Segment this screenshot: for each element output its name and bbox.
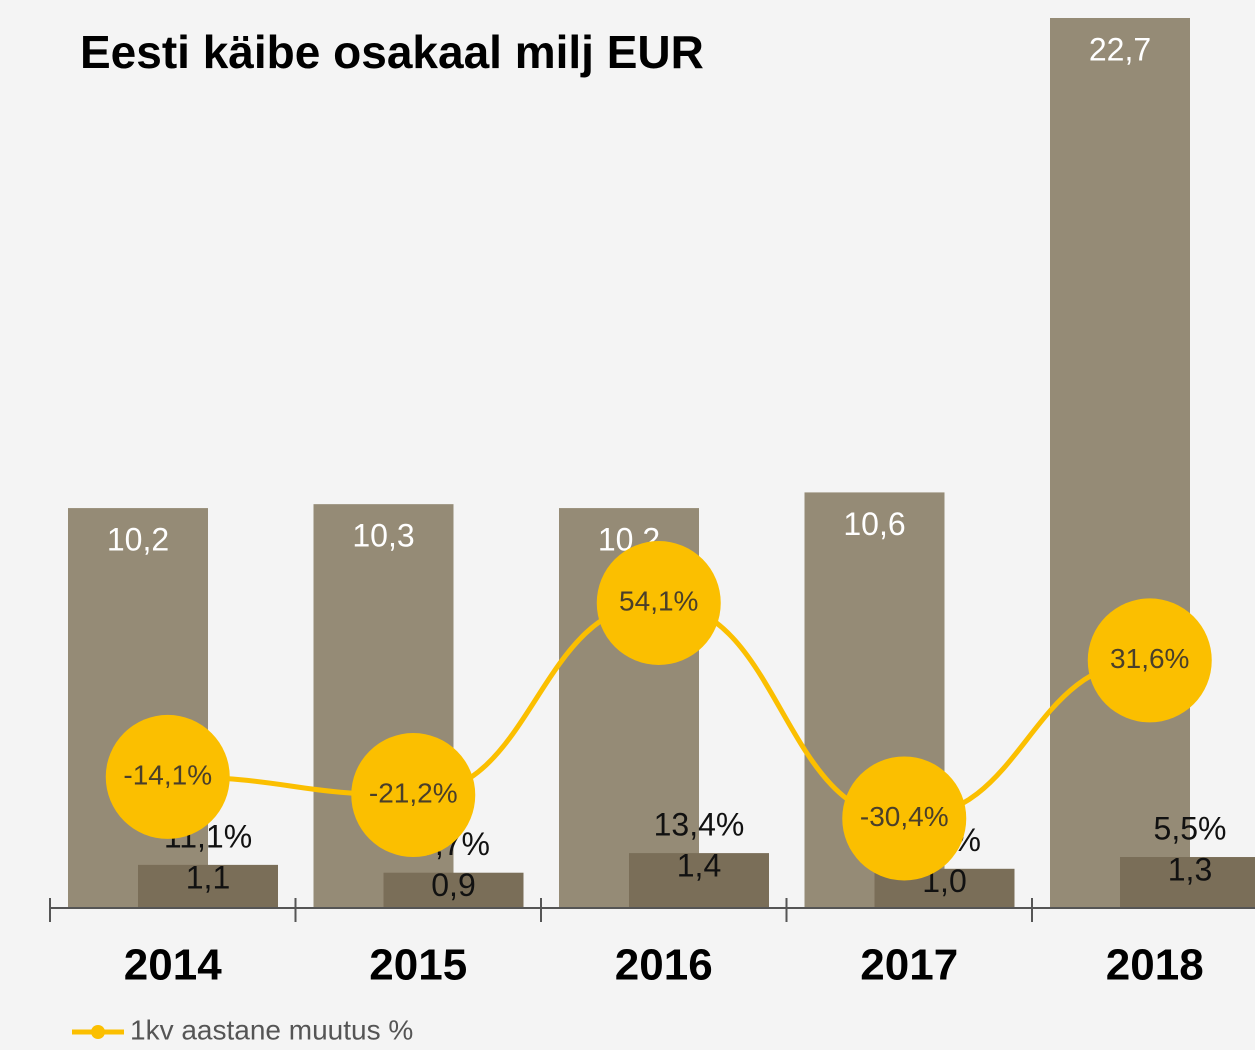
share-label: 5,5%: [1154, 810, 1227, 846]
value-label: 0,9: [431, 867, 475, 903]
value-label: 1,3: [1168, 851, 1212, 887]
legend-dot: [91, 1025, 105, 1039]
value-label: 10,2: [107, 522, 169, 558]
value-label: 31,6%: [1110, 643, 1189, 674]
value-label: -21,2%: [369, 777, 458, 808]
value-label: 22,7: [1089, 31, 1151, 67]
point: [351, 733, 476, 858]
value-label: 10,6: [843, 506, 905, 542]
value-label: 1,1: [186, 859, 230, 895]
bar: [1120, 857, 1255, 908]
bar: [1050, 18, 1190, 908]
value-label: 1,4: [677, 848, 721, 884]
value-label: 10,3: [352, 518, 414, 554]
chart-title: Eesti käibe osakaal milj EUR: [80, 26, 704, 78]
legend-label: 1kv aastane muutus %: [130, 1014, 413, 1045]
bar: [138, 864, 278, 908]
value-label: -14,1%: [123, 759, 212, 790]
bar: [629, 853, 769, 908]
point: [105, 714, 230, 839]
x-tick-label: 2015: [369, 941, 467, 990]
point: [1087, 598, 1212, 723]
bar: [383, 872, 524, 908]
x-tick-label: 2017: [860, 941, 958, 990]
x-tick-label: 2014: [124, 941, 222, 990]
value-label: 54,1%: [619, 585, 698, 616]
x-tick-label: 2016: [615, 941, 713, 990]
point: [596, 541, 721, 666]
share-label: 13,4%: [654, 807, 745, 843]
value-label: -30,4%: [860, 801, 949, 832]
x-tick-label: 2018: [1106, 941, 1204, 990]
point: [842, 756, 967, 881]
bar: [68, 508, 208, 908]
